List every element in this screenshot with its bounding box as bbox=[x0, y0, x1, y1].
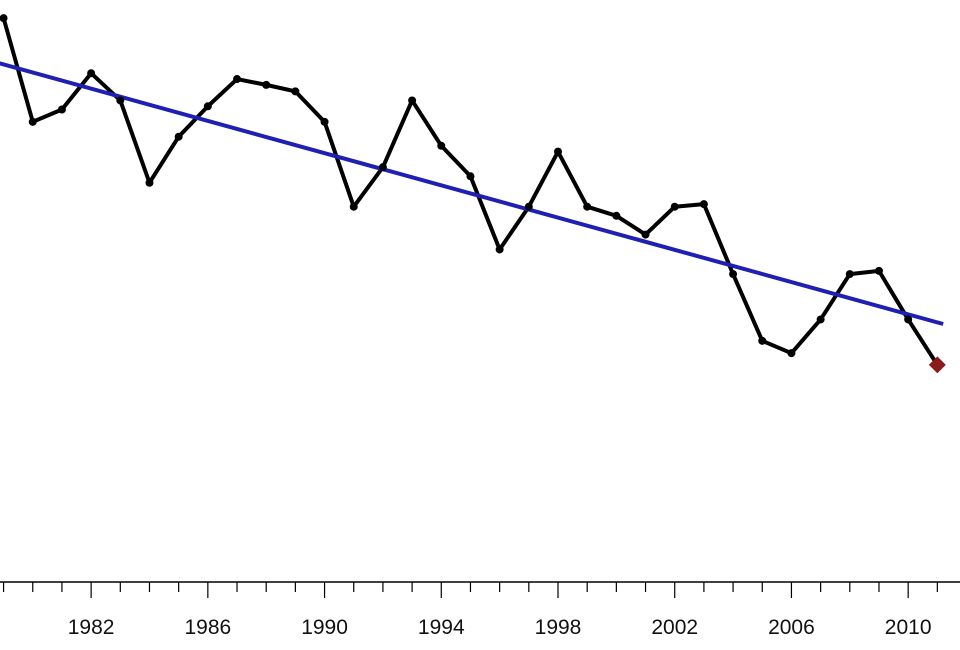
data-point bbox=[874, 266, 883, 275]
data-point bbox=[787, 349, 796, 358]
data-point bbox=[408, 96, 417, 105]
data-point bbox=[583, 202, 592, 211]
data-point bbox=[554, 147, 562, 156]
data-point bbox=[524, 202, 533, 211]
x-tick-label: 1990 bbox=[301, 616, 348, 639]
x-tick-label: 1986 bbox=[184, 616, 231, 639]
x-tick-label: 2002 bbox=[651, 616, 698, 639]
data-point bbox=[174, 132, 183, 141]
data-point bbox=[378, 163, 387, 172]
trend-line bbox=[0, 61, 944, 326]
data-point bbox=[612, 211, 621, 220]
x-tick-label: 2010 bbox=[885, 616, 932, 639]
plot-area bbox=[0, 14, 946, 374]
data-point bbox=[495, 245, 504, 254]
x-tick-label: 1998 bbox=[535, 616, 582, 639]
data-point bbox=[466, 172, 475, 181]
x-tick-label: 1982 bbox=[68, 616, 115, 639]
data-point bbox=[145, 178, 154, 187]
data-point bbox=[28, 117, 37, 126]
data-point bbox=[641, 230, 650, 239]
data-point bbox=[758, 336, 767, 345]
x-tick-label: 1994 bbox=[418, 616, 465, 639]
data-point bbox=[845, 270, 854, 279]
data-point bbox=[816, 315, 825, 324]
data-point bbox=[670, 202, 679, 211]
data-point bbox=[87, 69, 96, 78]
x-axis: 197819821986199019941998200220062010 bbox=[0, 581, 960, 639]
data-point bbox=[0, 14, 8, 23]
data-point bbox=[349, 202, 358, 211]
data-point bbox=[904, 315, 913, 324]
data-point bbox=[729, 270, 738, 279]
data-point bbox=[116, 96, 125, 105]
data-point bbox=[320, 117, 329, 126]
data-point bbox=[291, 87, 300, 96]
data-point bbox=[203, 102, 212, 111]
data-point bbox=[57, 105, 66, 114]
data-point bbox=[437, 141, 446, 150]
x-tick-label: 2006 bbox=[768, 616, 815, 639]
data-point bbox=[262, 80, 271, 89]
data-point bbox=[699, 200, 708, 209]
data-point-last bbox=[928, 356, 946, 374]
data-point bbox=[233, 75, 242, 84]
